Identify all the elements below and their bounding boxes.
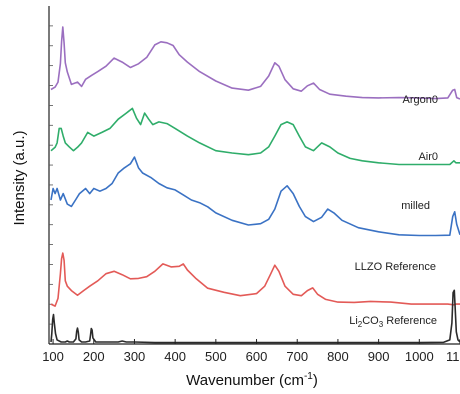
series-line-milled <box>50 156 460 237</box>
x-tick-label: 900 <box>368 349 390 364</box>
x-tick-label: 300 <box>124 349 146 364</box>
axis-ticks: 100 200 300 400 500 600 700 800 900 1000 1100 <box>42 339 460 364</box>
x-tick-label: 700 <box>286 349 308 364</box>
series-label-argon0: Argon0 <box>403 94 438 106</box>
x-tick-label: 1000 <box>405 349 434 364</box>
x-tick-label: 500 <box>205 349 227 364</box>
x-tick-label: 400 <box>164 349 186 364</box>
series-line-li2co3-reference <box>50 289 460 344</box>
series-line-air0 <box>50 107 460 166</box>
x-tick-label: 200 <box>83 349 105 364</box>
series-line-argon0 <box>50 26 460 100</box>
x-axis-title: Wavenumber (cm-1) <box>186 371 318 389</box>
series-layer <box>50 26 460 344</box>
series-line-llzo-reference <box>50 252 460 307</box>
series-label-milled: milled <box>401 200 430 212</box>
x-tick-label: 100 <box>42 349 64 364</box>
plot-frame <box>48 6 460 345</box>
series-label-llzo-reference: LLZO Reference <box>355 261 436 273</box>
series-labels: Argon0 Air0 milled LLZO Reference Li2CO3 Ref… <box>349 94 438 329</box>
series-label-li2co3-reference: Li2CO3 Reference <box>349 315 437 329</box>
x-tick-label: 600 <box>246 349 268 364</box>
x-tick-label: 800 <box>327 349 349 364</box>
x-tick-label: 1100 <box>446 349 460 364</box>
series-label-air0: Air0 <box>418 151 438 163</box>
y-axis-title: Intensity (a.u.) <box>11 130 28 225</box>
